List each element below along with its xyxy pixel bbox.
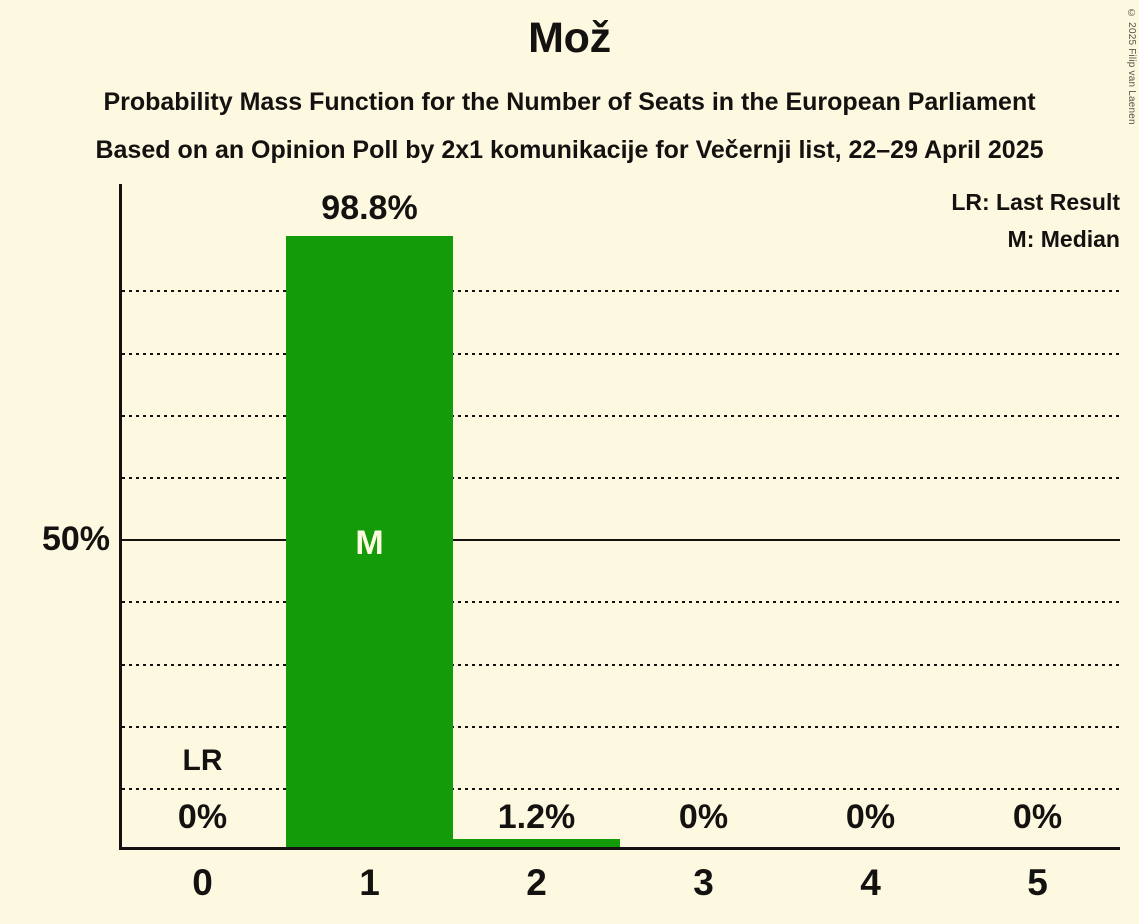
- chart-subtitle-primary: Probability Mass Function for the Number…: [103, 88, 1036, 116]
- x-axis-tick-4: 4: [860, 862, 881, 903]
- copyright-notice: © 2025 Filip van Laenen: [1126, 8, 1137, 125]
- bar-column-3[interactable]: 0%: [620, 184, 787, 847]
- gridline-20: [122, 726, 1120, 728]
- y-axis-line: [119, 184, 122, 850]
- bar-value-label-2: 1.2%: [497, 798, 576, 836]
- legend: LR: Last Result M: Median: [951, 184, 1120, 258]
- chart-subtitle-secondary: Based on an Opinion Poll by 2x1 komunika…: [95, 136, 1044, 164]
- x-axis-tick-3: 3: [693, 862, 714, 903]
- bar-column-5[interactable]: 0%: [954, 184, 1121, 847]
- gridline-60: [122, 477, 1120, 479]
- gridline-70: [122, 415, 1120, 417]
- bar-column-2[interactable]: 1.2%: [453, 184, 620, 847]
- gridline-50-major: [122, 539, 1120, 541]
- x-axis-tick-0: 0: [192, 862, 213, 903]
- bar-value-label-1: 98.8%: [321, 189, 418, 227]
- y-axis-tick-label-50: 50%: [41, 520, 110, 558]
- gridline-90: [122, 290, 1120, 292]
- last-result-marker-0: LR: [182, 744, 223, 777]
- bar-value-label-3: 0%: [678, 798, 729, 836]
- bar-column-1[interactable]: 98.8% M: [286, 184, 453, 847]
- median-marker-1: M: [355, 524, 384, 562]
- gridline-40: [122, 601, 1120, 603]
- gridline-80: [122, 353, 1120, 355]
- x-axis-tick-5: 5: [1027, 862, 1048, 903]
- bar-1[interactable]: [286, 236, 453, 847]
- x-axis-line: [119, 847, 1120, 850]
- legend-item-last-result: LR: Last Result: [951, 189, 1120, 215]
- page-title: Mož: [528, 14, 611, 62]
- legend-item-median: M: Median: [1007, 226, 1120, 252]
- x-axis-tick-2: 2: [526, 862, 547, 903]
- bar-column-4[interactable]: 0%: [787, 184, 954, 847]
- gridline-10: [122, 788, 1120, 790]
- x-axis-tick-1: 1: [359, 862, 380, 903]
- gridline-30: [122, 664, 1120, 666]
- bar-value-label-0: 0%: [177, 798, 228, 836]
- bar-value-label-4: 0%: [845, 798, 896, 836]
- bar-2[interactable]: [453, 839, 620, 847]
- plot-area: LR 0% 98.8% M 1.2% 0% 0% 0%: [119, 184, 1120, 850]
- bar-column-0[interactable]: LR 0%: [119, 184, 286, 847]
- bar-value-label-5: 0%: [1012, 798, 1063, 836]
